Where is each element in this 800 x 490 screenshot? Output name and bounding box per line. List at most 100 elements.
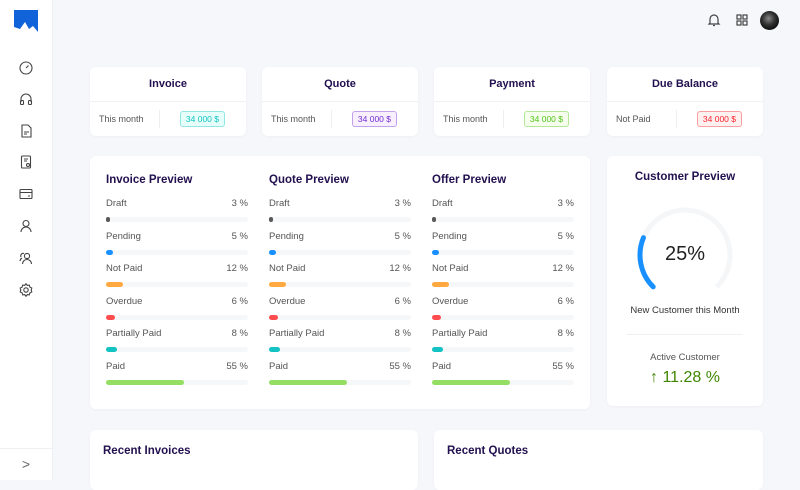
status-row: Pending 5 % — [432, 231, 574, 264]
status-label: Overdue — [432, 295, 469, 307]
summary-title: Payment — [434, 67, 590, 102]
status-row: Overdue 6 % — [432, 296, 574, 329]
bell-icon[interactable] — [706, 12, 722, 28]
progress-track — [269, 217, 411, 222]
status-row: Pending 5 % — [269, 231, 411, 264]
status-label: Paid — [106, 360, 126, 372]
progress-track — [269, 282, 411, 287]
status-label: Paid — [269, 360, 289, 372]
apps-grid-icon[interactable] — [734, 12, 750, 28]
summary-label: This month — [99, 114, 144, 124]
progress-fill — [269, 217, 274, 222]
progress-track — [106, 217, 248, 222]
payment-icon[interactable] — [18, 186, 34, 202]
status-percent: 5 % — [231, 230, 248, 242]
status-percent: 8 % — [394, 328, 411, 339]
people-icon[interactable] — [18, 250, 34, 266]
status-label: Not Paid — [106, 263, 143, 274]
status-percent: 8 % — [557, 328, 574, 339]
summary-card: Quote This month 34 000 $ — [262, 67, 418, 136]
progress-fill — [432, 249, 440, 255]
status-label: Pending — [432, 230, 467, 242]
recent-quotes-title: Recent Quotes — [447, 445, 529, 457]
sidebar: > — [0, 0, 53, 480]
progress-fill — [106, 282, 124, 287]
summary-card: Invoice This month 34 000 $ — [90, 67, 246, 136]
settings-icon[interactable] — [18, 282, 34, 298]
progress-fill — [106, 314, 115, 320]
dashboard-icon[interactable] — [18, 59, 34, 75]
customer-icon[interactable] — [18, 218, 34, 234]
progress-track — [432, 379, 574, 385]
gauge-progress-arc — [637, 207, 733, 303]
progress-fill — [106, 347, 118, 352]
status-label: Draft — [269, 198, 290, 209]
active-customer-value: ↑ 11.28 % — [650, 369, 720, 386]
progress-fill — [106, 217, 111, 222]
status-percent: 3 % — [557, 198, 574, 209]
progress-track — [106, 282, 248, 287]
progress-track — [269, 379, 411, 385]
divider — [675, 110, 677, 128]
status-label: Draft — [432, 198, 453, 209]
progress-fill — [106, 249, 114, 255]
customer-preview-card: Customer Preview 25% New Customer this M… — [607, 156, 763, 406]
invoice-icon[interactable] — [18, 123, 34, 139]
status-row: Paid 55 % — [106, 361, 248, 394]
status-percent: 6 % — [231, 295, 248, 307]
divider — [330, 110, 332, 128]
amount-tag: 34 000 $ — [523, 111, 569, 127]
status-row: Draft 3 % — [269, 198, 411, 231]
expand-sidebar-button[interactable]: > — [0, 448, 52, 480]
status-label: Overdue — [106, 295, 143, 307]
summary-label: This month — [271, 114, 316, 124]
status-percent: 3 % — [231, 198, 248, 209]
status-percent: 12 % — [552, 263, 574, 274]
progress-track — [432, 314, 574, 320]
status-label: Overdue — [269, 295, 306, 307]
progress-track — [106, 347, 248, 352]
logo[interactable] — [14, 10, 38, 32]
quote-icon[interactable] — [18, 154, 34, 170]
status-row: Not Paid 12 % — [432, 263, 574, 296]
progress-track — [106, 379, 248, 385]
amount-tag: 34 000 $ — [696, 111, 742, 127]
summary-title: Quote — [262, 67, 418, 102]
new-customer-label: New Customer this Month — [630, 305, 740, 316]
divider — [627, 334, 743, 335]
status-percent: 12 % — [389, 263, 411, 274]
status-percent: 5 % — [557, 230, 574, 242]
status-label: Pending — [269, 230, 304, 242]
avatar[interactable] — [760, 11, 779, 30]
arrow-up-icon: ↑ — [650, 369, 658, 386]
status-percent: 55 % — [552, 360, 574, 372]
status-label: Partially Paid — [106, 328, 162, 339]
active-customer-label: Active Customer — [650, 352, 720, 363]
preview-title: Offer Preview — [432, 174, 507, 186]
status-label: Pending — [106, 230, 141, 242]
progress-fill — [432, 347, 444, 352]
summary-card: Payment This month 34 000 $ — [434, 67, 590, 136]
status-label: Partially Paid — [432, 328, 488, 339]
status-row: Paid 55 % — [269, 361, 411, 394]
progress-track — [432, 347, 574, 352]
headset-icon[interactable] — [18, 91, 34, 107]
progress-track — [432, 249, 574, 255]
progress-track — [269, 347, 411, 352]
status-percent: 55 % — [389, 360, 411, 372]
progress-track — [432, 282, 574, 287]
progress-fill — [269, 347, 281, 352]
customer-preview-title: Customer Preview — [634, 171, 736, 183]
status-label: Draft — [106, 198, 127, 209]
progress-fill — [269, 249, 277, 255]
amount-tag: 34 000 $ — [351, 111, 397, 127]
recent-invoices-card: Recent Invoices — [90, 430, 418, 490]
status-row: Overdue 6 % — [269, 296, 411, 329]
status-row: Pending 5 % — [106, 231, 248, 264]
status-row: Partially Paid 8 % — [432, 328, 574, 361]
status-percent: 6 % — [394, 295, 411, 307]
status-row: Not Paid 12 % — [106, 263, 248, 296]
summary-card: Due Balance Not Paid 34 000 $ — [607, 67, 763, 136]
progress-track — [269, 249, 411, 255]
status-percent: 5 % — [394, 230, 411, 242]
